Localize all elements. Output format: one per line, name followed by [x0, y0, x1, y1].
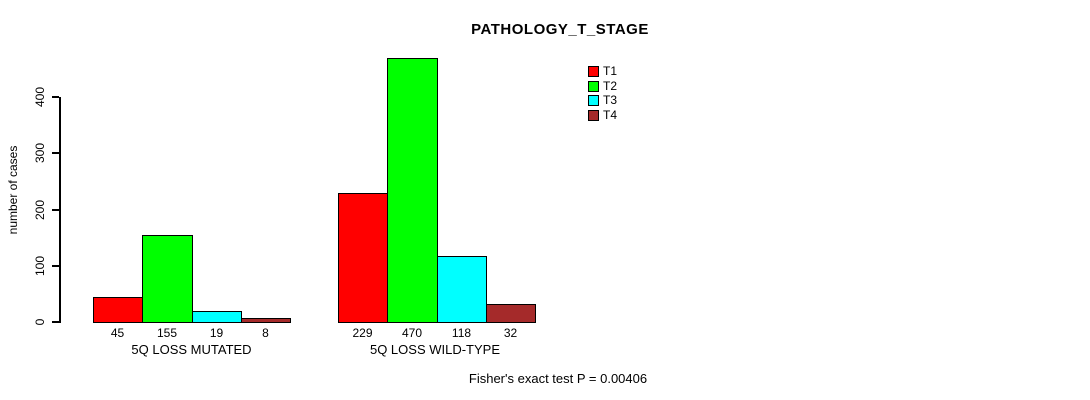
- bar-value-label: 32: [503, 326, 518, 340]
- bar-t2-group2: [387, 58, 438, 323]
- bar-t4-group2: [486, 304, 536, 323]
- legend-label-t4: T4: [603, 108, 618, 123]
- x-axis-group-label: 5Q LOSS WILD-TYPE: [369, 342, 501, 357]
- bar-value-label: 470: [401, 326, 423, 340]
- legend-label-t2: T2: [603, 78, 618, 93]
- bar-value-label: 45: [110, 326, 125, 340]
- y-axis-tick: [52, 321, 59, 323]
- bar-t1-group2: [338, 193, 388, 323]
- bar-t1-group1: [93, 297, 143, 323]
- chart-title: PATHOLOGY_T_STAGE: [471, 21, 649, 38]
- legend-label-t3: T3: [603, 93, 618, 108]
- y-axis-tick: [52, 209, 59, 211]
- bar-value-label: 8: [262, 326, 269, 340]
- x-axis-group-label: 5Q LOSS MUTATED: [131, 342, 252, 357]
- bar-value-label: 229: [352, 326, 373, 340]
- legend-swatch-t3: [588, 95, 599, 107]
- legend-swatch-t1: [588, 66, 599, 77]
- bar-t2-group1: [142, 235, 193, 323]
- y-axis-line: [59, 97, 61, 323]
- legend-swatch-t2: [588, 80, 599, 92]
- legend-label-t1: T1: [603, 64, 618, 78]
- y-axis-tick: [52, 265, 59, 267]
- legend-swatch-t4: [588, 110, 599, 122]
- bar-value-label: 19: [209, 326, 224, 340]
- bar-t3-group1: [192, 311, 242, 323]
- bar-value-label: 118: [451, 326, 472, 340]
- bar-value-label: 155: [156, 326, 178, 340]
- y-axis-tick: [52, 152, 59, 154]
- bar-t3-group2: [437, 256, 487, 323]
- fisher-test-annotation: Fisher's exact test P = 0.00406: [468, 371, 648, 386]
- bar-t4-group1: [241, 318, 291, 323]
- y-axis-tick: [52, 96, 59, 98]
